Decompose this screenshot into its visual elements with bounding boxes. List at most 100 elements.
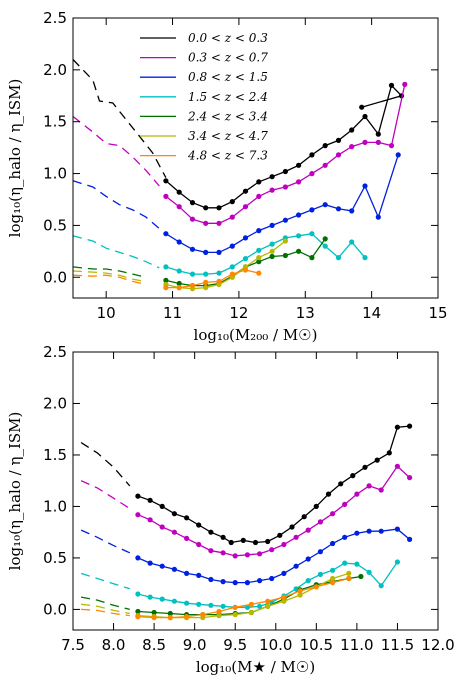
data-point	[203, 271, 209, 277]
series-3	[72, 231, 368, 277]
data-point	[232, 553, 238, 559]
data-point	[346, 575, 352, 582]
data-point	[296, 233, 302, 239]
data-point	[317, 571, 323, 578]
plot-frame	[72, 17, 439, 299]
legend-entry: 0.8 < z < 1.5	[188, 70, 268, 84]
data-point	[196, 522, 202, 528]
data-point	[147, 497, 153, 503]
data-point	[388, 143, 395, 149]
data-point	[159, 524, 165, 530]
data-point	[309, 255, 315, 261]
series-dashed-line	[72, 115, 160, 187]
data-point	[203, 205, 209, 211]
series-solid-line	[137, 465, 411, 557]
data-point	[305, 556, 311, 562]
data-point	[293, 534, 299, 540]
data-point	[330, 540, 336, 547]
data-point	[394, 559, 400, 565]
data-point	[378, 583, 384, 589]
data-point	[244, 604, 250, 610]
data-point	[349, 208, 355, 214]
data-point	[189, 246, 196, 252]
data-point	[228, 539, 234, 546]
data-point	[196, 572, 202, 579]
legend-entry: 4.8 < z < 7.3	[187, 149, 268, 163]
data-point	[359, 104, 365, 110]
bottom-panel: 7.5 8.0 8.5 9.0 9.5 10.0 10.5 11.0 11.5 12.0 0.0 0.…	[6, 343, 455, 676]
data-point	[256, 255, 262, 261]
series-dashed-line	[80, 572, 130, 590]
data-point	[176, 285, 182, 291]
y-axis-label: log₁₀(η_halo / η_ISM)	[6, 79, 24, 238]
data-point	[394, 526, 400, 532]
data-point	[232, 580, 238, 586]
data-point	[229, 199, 235, 205]
data-point	[349, 144, 355, 150]
series-dashed-line	[81, 608, 130, 617]
data-point	[171, 566, 177, 572]
data-point	[242, 267, 249, 273]
series-dashed-line	[81, 603, 130, 615]
data-point	[189, 283, 196, 289]
data-point	[163, 285, 169, 291]
data-point	[269, 248, 275, 254]
data-point	[208, 548, 214, 554]
series-solid-line	[165, 154, 399, 254]
data-point	[330, 575, 336, 582]
series-2	[80, 526, 413, 586]
data-point	[147, 560, 153, 566]
data-point	[257, 551, 263, 557]
data-point	[395, 152, 401, 158]
x-tick-label: 12.0	[421, 636, 454, 654]
data-point	[159, 563, 165, 569]
data-point	[229, 271, 235, 277]
y-tick-label: 1.0	[43, 165, 67, 183]
data-point	[135, 555, 141, 561]
data-point	[317, 519, 323, 525]
x-tick-label: 12	[229, 304, 248, 322]
data-point	[282, 168, 288, 175]
series-1	[72, 81, 408, 226]
data-point	[362, 113, 368, 120]
data-point	[350, 473, 356, 479]
data-point	[378, 528, 384, 534]
data-point	[220, 550, 226, 556]
data-point	[208, 602, 214, 608]
data-point	[242, 188, 249, 194]
legend-entry: 2.4 < z < 3.4	[187, 109, 268, 123]
data-point	[330, 511, 336, 517]
data-point	[269, 241, 275, 247]
data-point	[309, 231, 315, 237]
data-point	[135, 614, 141, 620]
data-point	[362, 139, 368, 145]
data-point	[342, 560, 348, 566]
series-1	[80, 463, 413, 559]
data-point	[171, 529, 177, 535]
x-tick-label: 8.0	[102, 636, 126, 654]
data-point	[277, 532, 283, 538]
data-point	[256, 193, 262, 199]
data-point	[203, 220, 209, 226]
data-point	[269, 575, 275, 582]
data-point	[203, 285, 209, 291]
data-point	[176, 239, 182, 245]
data-point	[216, 270, 222, 276]
data-point	[257, 578, 263, 584]
y-tick-label: 1.5	[43, 113, 67, 131]
series-dashed-line	[80, 529, 131, 554]
data-point	[296, 212, 302, 218]
data-point	[322, 143, 328, 149]
y-tick-label: 2.0	[43, 61, 67, 79]
data-point	[282, 238, 288, 244]
data-point	[135, 512, 141, 518]
data-point	[366, 483, 372, 489]
data-point	[200, 612, 206, 618]
series-dashed-line	[80, 480, 131, 510]
data-point	[309, 207, 315, 213]
data-point	[293, 563, 299, 569]
data-point	[135, 591, 141, 597]
data-point	[335, 206, 342, 212]
series-2	[72, 152, 401, 255]
data-point	[244, 580, 250, 586]
